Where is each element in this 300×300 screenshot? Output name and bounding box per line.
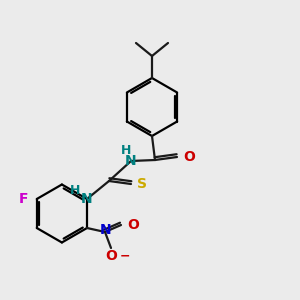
Text: N: N bbox=[100, 223, 112, 237]
Text: H: H bbox=[70, 184, 80, 197]
Text: N: N bbox=[125, 154, 137, 168]
Text: N: N bbox=[81, 192, 93, 206]
Text: S: S bbox=[137, 177, 147, 191]
Text: H: H bbox=[121, 143, 131, 157]
Text: −: − bbox=[120, 250, 130, 262]
Text: F: F bbox=[19, 192, 28, 206]
Text: O: O bbox=[105, 249, 117, 263]
Text: O: O bbox=[183, 150, 195, 164]
Text: O: O bbox=[127, 218, 139, 232]
